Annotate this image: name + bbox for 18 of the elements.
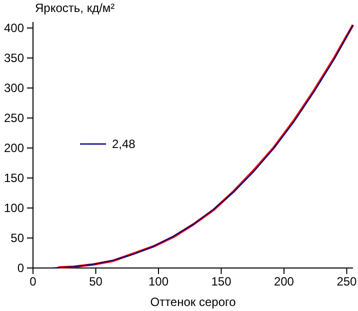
y-tick-label: 400 bbox=[4, 20, 24, 35]
x-tick-label: 200 bbox=[274, 274, 294, 289]
y-tick-label: 200 bbox=[4, 140, 24, 155]
y-tick-label: 250 bbox=[4, 110, 24, 125]
x-tick-label: 100 bbox=[148, 274, 169, 289]
y-tick-label: 350 bbox=[4, 50, 24, 65]
y-tick-label: 50 bbox=[10, 230, 24, 245]
x-axis-title: Оттенок серого bbox=[150, 295, 236, 309]
y-tick-label: 100 bbox=[4, 200, 24, 215]
y-tick-label: 300 bbox=[4, 80, 24, 95]
x-tick-label: 150 bbox=[211, 274, 232, 289]
x-tick-label: 250 bbox=[336, 274, 358, 289]
y-tick-label: 0 bbox=[17, 260, 24, 275]
x-tick-label: 50 bbox=[89, 274, 103, 289]
x-tick-label: 0 bbox=[30, 274, 37, 289]
y-axis-title: Яркость, кд/м² bbox=[35, 1, 115, 15]
y-tick-label: 150 bbox=[4, 170, 24, 185]
legend-label: 2,48 bbox=[112, 137, 136, 151]
